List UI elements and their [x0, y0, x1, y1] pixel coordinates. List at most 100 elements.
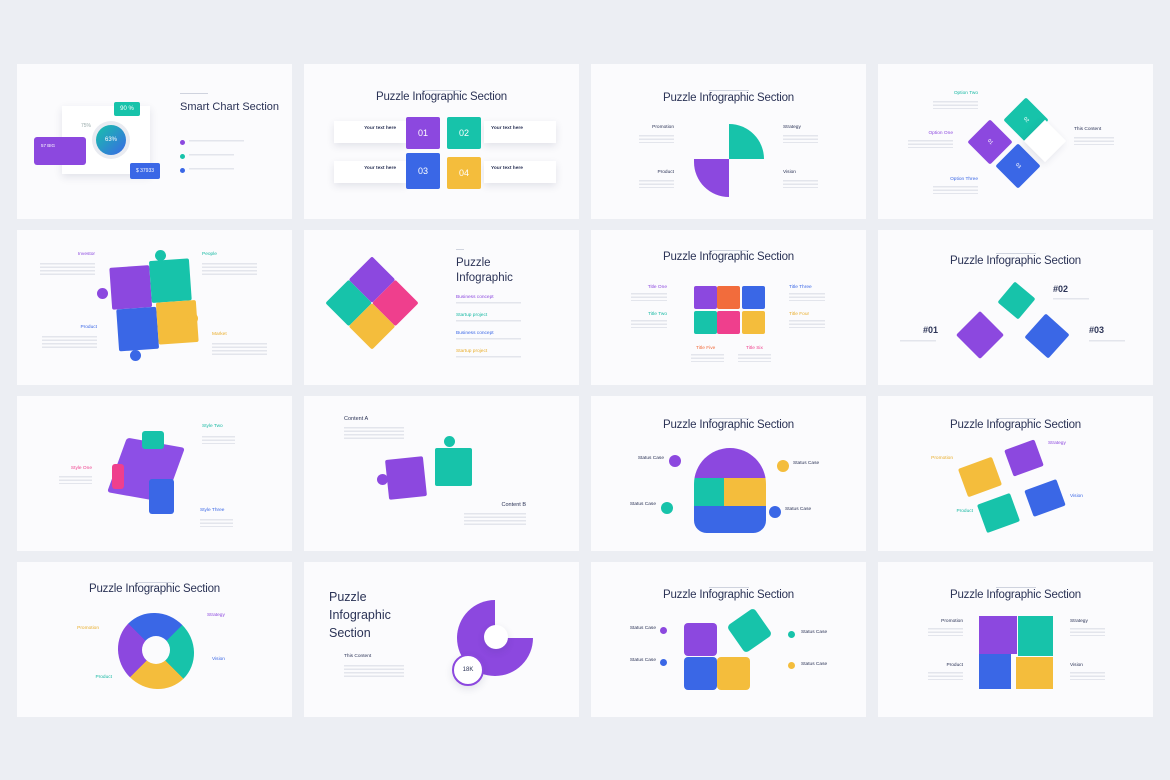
description	[464, 513, 526, 525]
description	[900, 340, 936, 343]
puzzle-piece-strategy	[1004, 439, 1044, 477]
list-item-title: Startup project	[456, 349, 488, 354]
slide-puzzle-connectors[interactable]: Puzzle Infographic Section Status Case S…	[591, 562, 866, 717]
puzzle-piece-promotion	[957, 456, 1003, 498]
puzzle-piece	[1016, 657, 1053, 689]
teal-quarter-piece	[729, 124, 764, 159]
blue-stat-box: $ 37933	[130, 163, 160, 179]
puzzle-piece	[742, 286, 765, 309]
label-option-two: Option Two	[953, 91, 978, 96]
label-title-four: Title Four	[789, 312, 810, 317]
puzzle-piece-product	[116, 306, 160, 352]
puzzle-square	[109, 258, 199, 352]
puzzle-piece	[717, 657, 750, 690]
label-status-case: Status Case	[637, 456, 664, 461]
kicker	[304, 82, 579, 92]
puzzle-piece-purple	[385, 456, 427, 500]
connector-dot	[660, 627, 667, 634]
bullet-text	[189, 168, 234, 171]
slide-puzzle-scattered[interactable]: Puzzle Infographic Section Promotion Str…	[878, 396, 1153, 551]
description	[639, 180, 674, 188]
label-title-five: Title Five	[696, 346, 716, 351]
puzzle-piece-03: 03	[406, 153, 440, 189]
puzzle-piece-vision	[1024, 479, 1066, 517]
donut-hole	[142, 636, 170, 664]
description	[202, 263, 257, 275]
slide-puzzle-stat[interactable]: Puzzle Infographic Section This Content …	[304, 562, 579, 717]
description	[1089, 340, 1125, 343]
slide-puzzle-list[interactable]: Puzzle Infographic Business concept Start…	[304, 230, 579, 385]
slide-puzzle-grid[interactable]: Puzzle Infographic Section Title One Tit…	[591, 230, 866, 385]
slide-smart-chart[interactable]: Smart Chart Section 63% 90 % 75% 57 BIG …	[17, 64, 292, 219]
description	[928, 628, 963, 636]
puzzle-piece-01: 01	[406, 117, 440, 149]
slide-title: Puzzle Infographic Section	[329, 588, 391, 642]
ring-value: 63%	[96, 125, 126, 155]
description	[40, 263, 95, 275]
description	[783, 135, 818, 143]
slide-title: Puzzle Infographic	[456, 256, 513, 286]
purple-stat-box: 57 BIG	[34, 137, 86, 165]
description	[59, 476, 92, 484]
bullet-dot	[180, 168, 185, 173]
label-strategy: Strategy	[207, 613, 225, 618]
puzzle-piece-02: 02	[447, 117, 481, 149]
kicker	[591, 579, 866, 589]
head-piece	[724, 478, 766, 506]
stat-circle: 18K	[452, 654, 484, 686]
description	[42, 336, 97, 348]
puzzle-knob	[97, 288, 108, 299]
label-status-case: Status Case	[629, 502, 656, 507]
slide-title: Puzzle Infographic Section	[663, 589, 794, 601]
slide-puzzle-numbered[interactable]: Puzzle Infographic Section Your text her…	[304, 64, 579, 219]
slide-title: Puzzle Infographic Section	[950, 589, 1081, 601]
slide-puzzle-donut[interactable]: Puzzle Infographic Section Promotion Str…	[17, 562, 292, 717]
bullet-text	[189, 154, 234, 157]
title-line: Infographic	[456, 272, 513, 284]
connector-dot	[660, 659, 667, 666]
bullet-dot	[180, 140, 185, 145]
description	[200, 519, 233, 527]
side-percent: 75%	[81, 123, 92, 129]
description	[344, 665, 404, 677]
label-promotion: Promotion	[652, 125, 674, 130]
bullet-text	[189, 140, 244, 143]
slide-puzzle-quarters[interactable]: Puzzle Infographic Section Promotion Str…	[591, 64, 866, 219]
slide-puzzle-two-pieces[interactable]: Content A Content B	[304, 396, 579, 551]
label-style-one: Style One	[70, 466, 92, 471]
puzzle-knob	[130, 350, 141, 361]
head-puzzle	[694, 448, 766, 533]
slide-puzzle-head[interactable]: Puzzle Infographic Section Status Case S…	[591, 396, 866, 551]
slide-title: Puzzle Infographic Section	[663, 419, 794, 431]
title-line: Section	[329, 626, 371, 640]
slide-puzzle-square[interactable]: Investor People Product Market	[17, 230, 292, 385]
slide-puzzle-cube[interactable]: Style One Style Two Style Three	[17, 396, 292, 551]
label-style-three: Style Three	[200, 508, 225, 513]
puzzle-piece-01	[955, 310, 1005, 360]
label-status-case: Status Case	[785, 507, 812, 512]
description	[631, 293, 667, 301]
puzzle-piece-03	[1024, 313, 1070, 359]
puzzle-piece-people	[148, 258, 192, 304]
puzzle-piece-teal	[435, 448, 472, 486]
card-label: Your text here	[491, 126, 523, 131]
label-option-one: Option One	[928, 131, 953, 136]
puzzle-piece-investor	[109, 265, 153, 310]
description	[783, 180, 818, 188]
slide-puzzle-three-steps[interactable]: Puzzle Infographic Section #01 #02 #03	[878, 230, 1153, 385]
server-icon	[777, 460, 789, 472]
description	[212, 343, 267, 355]
label-this-content: This Content	[1074, 127, 1102, 132]
label-03: #03	[1089, 325, 1105, 335]
purple-quarter-piece	[694, 159, 729, 197]
cube-piece-pink	[112, 464, 124, 489]
label-content-a: Content A	[344, 416, 369, 422]
kicker	[17, 574, 292, 584]
slide-puzzle-2x2[interactable]: Puzzle Infographic Section Promotion Str…	[878, 562, 1153, 717]
label-product: Product	[95, 675, 112, 680]
label-product: Product	[657, 170, 674, 175]
description	[738, 354, 771, 362]
slide-title: Puzzle Infographic Section	[89, 583, 220, 595]
slide-title: Puzzle Infographic Section	[663, 251, 794, 263]
slide-puzzle-options[interactable]: 02 01 03 Option Two Option One Option Th…	[878, 64, 1153, 219]
